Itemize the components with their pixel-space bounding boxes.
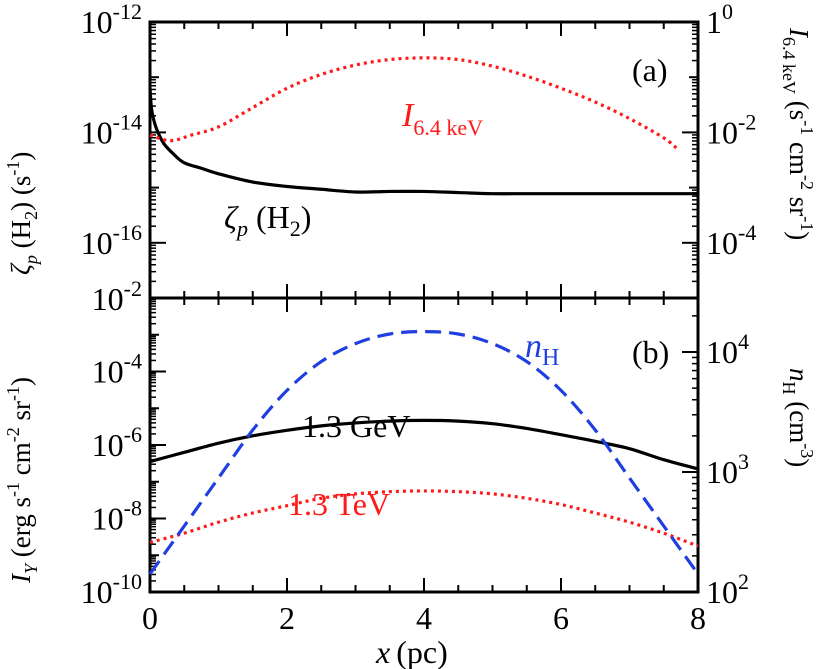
- panel-b-curves: [148, 329, 700, 575]
- panel-b-right-tick-labels: 104 103 102: [706, 329, 749, 610]
- y2-tick-label: 103: [706, 449, 749, 490]
- x-axis-title: x (pc): [375, 634, 448, 669]
- y-tick-label: 10-6: [92, 422, 142, 463]
- y-tick-label: 10-16: [81, 220, 142, 261]
- y-tick-label: 10-4: [92, 349, 142, 390]
- series-line-b-0: [149, 418, 699, 471]
- panel-b-left-tick-labels: 10-2 10-4 10-6 10-8 10-10: [81, 276, 142, 610]
- x-tick-label: 6: [553, 600, 569, 636]
- x-tick-label: 4: [416, 600, 432, 636]
- x-tick-label: 2: [279, 600, 295, 636]
- series-label-nh: nH: [525, 328, 559, 371]
- y-tick-label: 10-2: [92, 276, 142, 317]
- y2-tick-label: 10-2: [706, 109, 756, 150]
- y-tick-label: 10-14: [81, 109, 142, 150]
- panel-b-left-axis-label: IY (erg s-1 cm-2 sr-1): [3, 377, 41, 584]
- series-line-b-1: [149, 489, 699, 548]
- panel-a: (a) 10-12 10-14 10-16 10 10-2 10-4 ζp (H2) I…: [3, 0, 817, 300]
- panel-b-ticks: [149, 297, 699, 593]
- panel-a-ticks: [149, 21, 699, 299]
- x-tick-label: 0: [142, 600, 158, 636]
- series-line-a-1: [149, 56, 679, 151]
- series-label-tev: 1.3 TeV: [288, 486, 390, 522]
- panel-a-tag: (a): [632, 52, 668, 88]
- panel-b-right-axis-label: nH (cm-3): [779, 368, 817, 467]
- panel-a-right-axis-label: I6.4 keV (s-1 cm-2 sr-1): [779, 27, 817, 240]
- panel-a-frame: [148, 20, 700, 300]
- y2-tick-label: 104: [706, 329, 749, 370]
- series-line-a-0: [148, 88, 698, 196]
- y2-tick-label: 102: [706, 569, 749, 610]
- y-tick-label: 10-10: [81, 569, 142, 610]
- x-axis-tick-labels: 0 2 4 6 8: [142, 600, 706, 636]
- panel-a-left-tick-labels: 10-12 10-14 10-16: [81, 0, 142, 261]
- panel-a-curves: [148, 56, 698, 196]
- panel-a-right-tick-labels: 10 10-2 10-4: [706, 0, 756, 261]
- series-label-zeta: ζp (H2): [224, 199, 311, 241]
- series-label-gev: 1.3 GeV: [302, 408, 410, 444]
- series-line-b-2: [148, 329, 700, 575]
- x-tick-label: 8: [690, 600, 706, 636]
- panel-b-tag: (b): [632, 334, 669, 370]
- panel-b: (b) 10-2 10-4 10-6 10-8 10-10 104 103 102 1.3 …: [3, 276, 817, 610]
- y-tick-label: 10-8: [92, 496, 142, 537]
- y2-tick-label: 10: [706, 0, 733, 40]
- y-tick-label: 10-12: [81, 0, 142, 40]
- series-label-i64: I6.4 keV: [401, 97, 483, 140]
- panel-a-left-axis-label: ζp (H2) (s-1): [3, 152, 41, 275]
- y2-tick-label: 10-4: [706, 220, 756, 261]
